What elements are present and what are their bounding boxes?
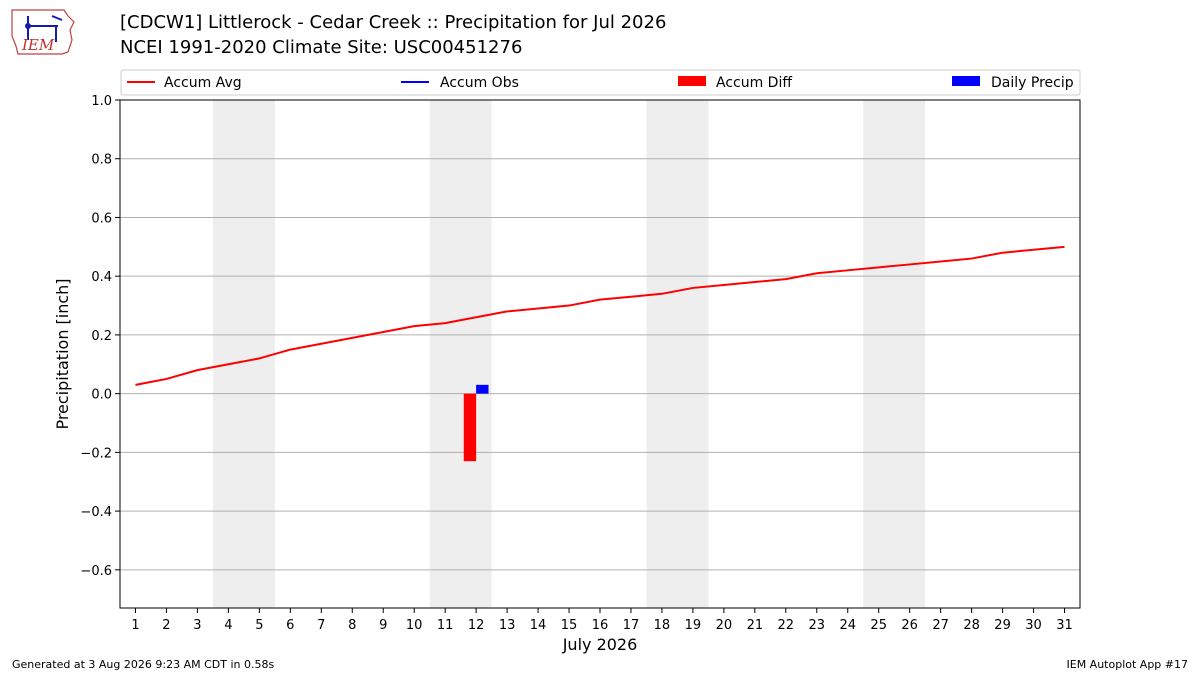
x-tick-label: 21 xyxy=(747,618,764,633)
x-tick-label: 11 xyxy=(437,618,454,633)
x-tick-label: 17 xyxy=(623,618,640,633)
x-tick-label: 20 xyxy=(716,618,733,633)
x-tick-label: 15 xyxy=(561,618,578,633)
legend: Accum Avg Accum Obs Accum Diff Daily Pre… xyxy=(120,69,1081,96)
series-lines xyxy=(135,245,1065,386)
x-tick-label: 24 xyxy=(839,618,856,633)
x-tick-label: 12 xyxy=(468,618,485,633)
y-tick-label: −0.4 xyxy=(80,505,112,520)
x-tick-label: 23 xyxy=(809,618,826,633)
y-tick-label: −0.2 xyxy=(80,446,112,461)
y-tick-label: 1.0 xyxy=(91,94,112,109)
x-tick-label: 26 xyxy=(901,618,918,633)
y-tick-label: 0.0 xyxy=(91,388,112,403)
legend-label-daily-precip: Daily Precip xyxy=(991,75,1074,91)
x-tick-label: 2 xyxy=(162,618,170,633)
chart-title: [CDCW1] Littlerock - Cedar Creek :: Prec… xyxy=(120,12,667,33)
weekend-band xyxy=(429,100,492,608)
iem-logo-text: IEM xyxy=(21,36,55,54)
y-tick-label: −0.6 xyxy=(80,564,112,579)
daily-precip-bar xyxy=(476,384,489,394)
accum-avg-line xyxy=(135,245,1065,386)
x-tick-label: 16 xyxy=(592,618,609,633)
legend-label-accum-diff: Accum Diff xyxy=(716,75,792,91)
weekend-band xyxy=(863,100,926,608)
generated-timestamp: Generated at 3 Aug 2026 9:23 AM CDT in 0… xyxy=(12,658,275,671)
y-tick-label: 0.4 xyxy=(91,270,112,285)
x-tick-label: 30 xyxy=(1025,618,1042,633)
y-axis-label: Precipitation [inch] xyxy=(53,278,72,429)
chart-subtitle: NCEI 1991-2020 Climate Site: USC00451276 xyxy=(120,37,523,58)
y-axis: −0.6 −0.4 −0.2 0.0 0.2 0.4 0.6 0.8 1.0 xyxy=(80,94,120,579)
weekend-bands xyxy=(212,100,926,608)
legend-label-accum-obs: Accum Obs xyxy=(440,75,519,91)
legend-swatch-daily-precip xyxy=(952,76,980,86)
x-tick-label: 3 xyxy=(193,618,201,633)
bars xyxy=(463,384,489,462)
iem-logo: IEM xyxy=(11,9,75,55)
x-tick-label: 18 xyxy=(654,618,671,633)
app-label: IEM Autoplot App #17 xyxy=(1066,658,1189,671)
x-tick-label: 22 xyxy=(778,618,795,633)
y-tick-label: 0.2 xyxy=(91,329,112,344)
x-tick-label: 1 xyxy=(131,618,139,633)
weekend-band xyxy=(212,100,275,608)
x-axis-label: July 2026 xyxy=(562,635,638,654)
x-axis: 1 2 3 4 5 6 7 8 9 10 11 12 13 14 15 16 17 18 19 20 21 22 23 24 2… xyxy=(131,608,1073,633)
x-tick-label: 25 xyxy=(870,618,887,633)
x-tick-label: 19 xyxy=(685,618,702,633)
x-tick-label: 13 xyxy=(499,618,516,633)
x-tick-label: 28 xyxy=(963,618,980,633)
x-tick-label: 5 xyxy=(255,618,263,633)
legend-label-accum-avg: Accum Avg xyxy=(164,75,242,91)
x-tick-label: 8 xyxy=(348,618,356,633)
y-tick-label: 0.6 xyxy=(91,211,112,226)
x-tick-label: 29 xyxy=(994,618,1011,633)
x-tick-label: 7 xyxy=(317,618,325,633)
weekend-band xyxy=(646,100,709,608)
x-tick-label: 10 xyxy=(406,618,423,633)
x-tick-label: 9 xyxy=(379,618,387,633)
x-tick-label: 4 xyxy=(224,618,232,633)
x-tick-label: 27 xyxy=(932,618,949,633)
legend-swatch-accum-diff xyxy=(678,76,706,86)
x-tick-label: 31 xyxy=(1056,618,1073,633)
accum-diff-bar xyxy=(463,393,477,462)
x-tick-label: 14 xyxy=(530,618,547,633)
x-tick-label: 6 xyxy=(286,618,294,633)
y-tick-label: 0.8 xyxy=(91,153,112,168)
